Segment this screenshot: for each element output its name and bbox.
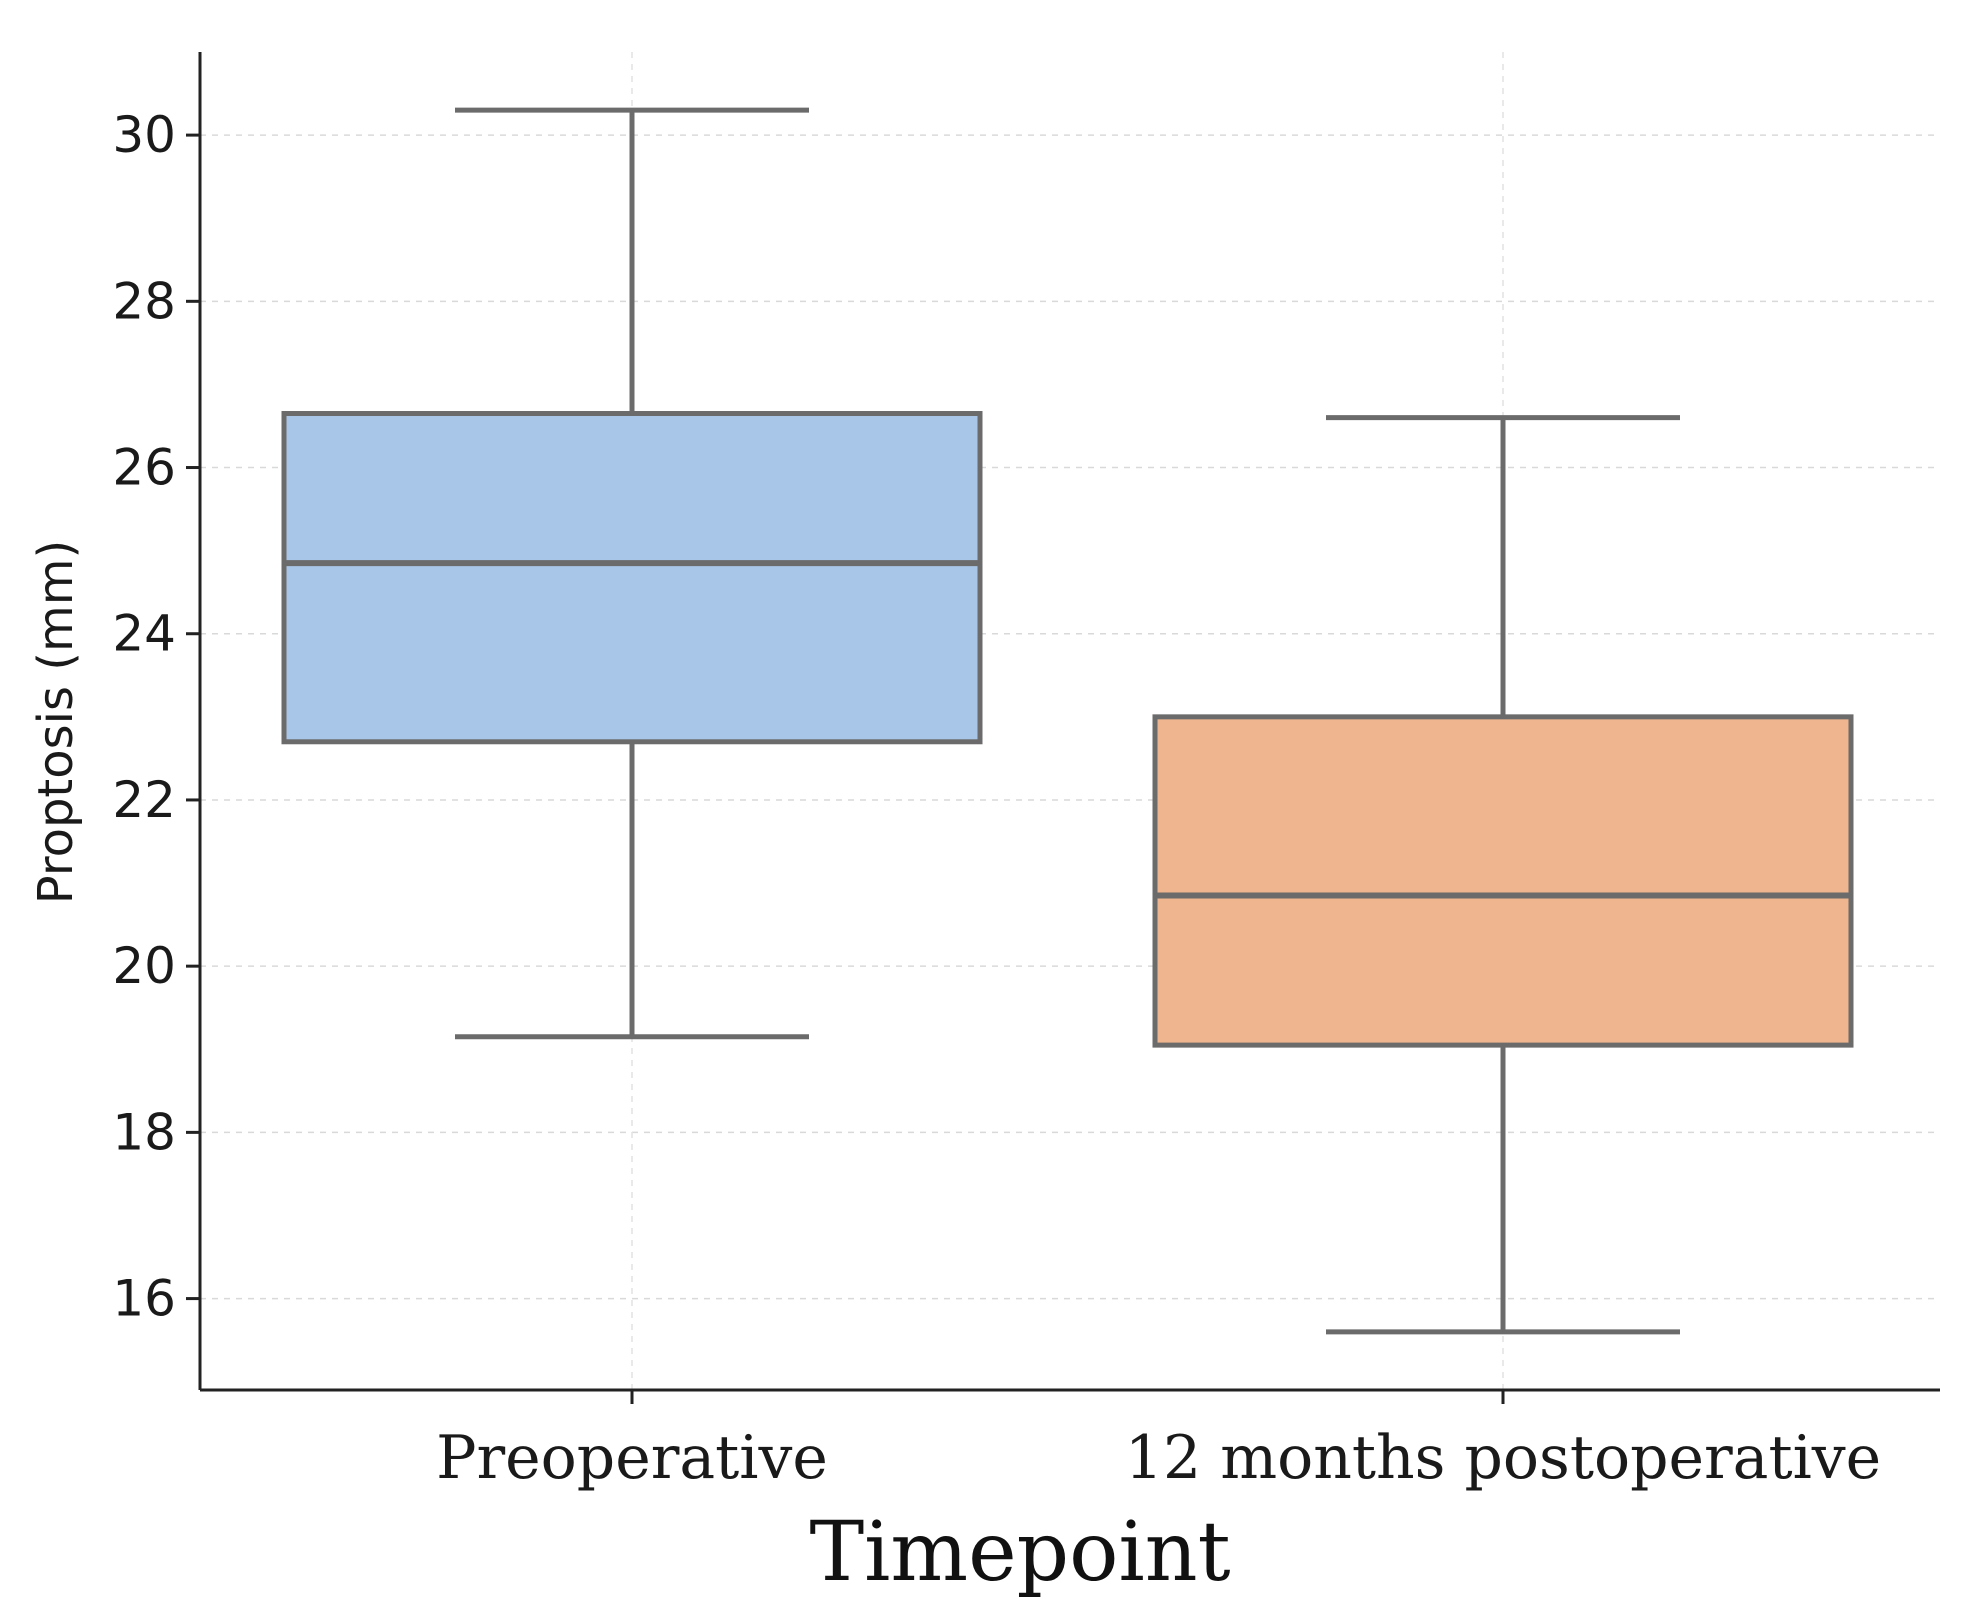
- y-tick-label: 28: [112, 272, 176, 330]
- iqr-box: [281, 411, 983, 745]
- iqr-box: [1152, 714, 1854, 1048]
- y-ticks: 16 18 20 22 24 26 28 30: [112, 106, 200, 1328]
- axes: [198, 52, 1940, 1392]
- y-tick-label: 18: [112, 1103, 176, 1161]
- y-tick-label: 26: [112, 439, 176, 497]
- y-tick-label: 16: [112, 1270, 176, 1328]
- y-tick-label: 22: [112, 771, 176, 829]
- y-tick-label: 30: [112, 106, 176, 164]
- box-preoperative: [281, 107, 983, 1040]
- box-postoperative: [1152, 415, 1854, 1335]
- x-tick-label: 12 months postoperative: [1125, 1423, 1881, 1493]
- y-axis-label: Proptosis (mm): [28, 540, 84, 904]
- box-series: [281, 107, 1854, 1335]
- x-axis-label: Timepoint: [809, 1505, 1230, 1600]
- x-ticks: Preoperative 12 months postoperative: [436, 1390, 1881, 1493]
- y-tick-label: 24: [112, 605, 176, 663]
- grid-lines: [200, 52, 1940, 1390]
- x-tick-label: Preoperative: [436, 1423, 828, 1493]
- y-tick-label: 20: [112, 937, 176, 995]
